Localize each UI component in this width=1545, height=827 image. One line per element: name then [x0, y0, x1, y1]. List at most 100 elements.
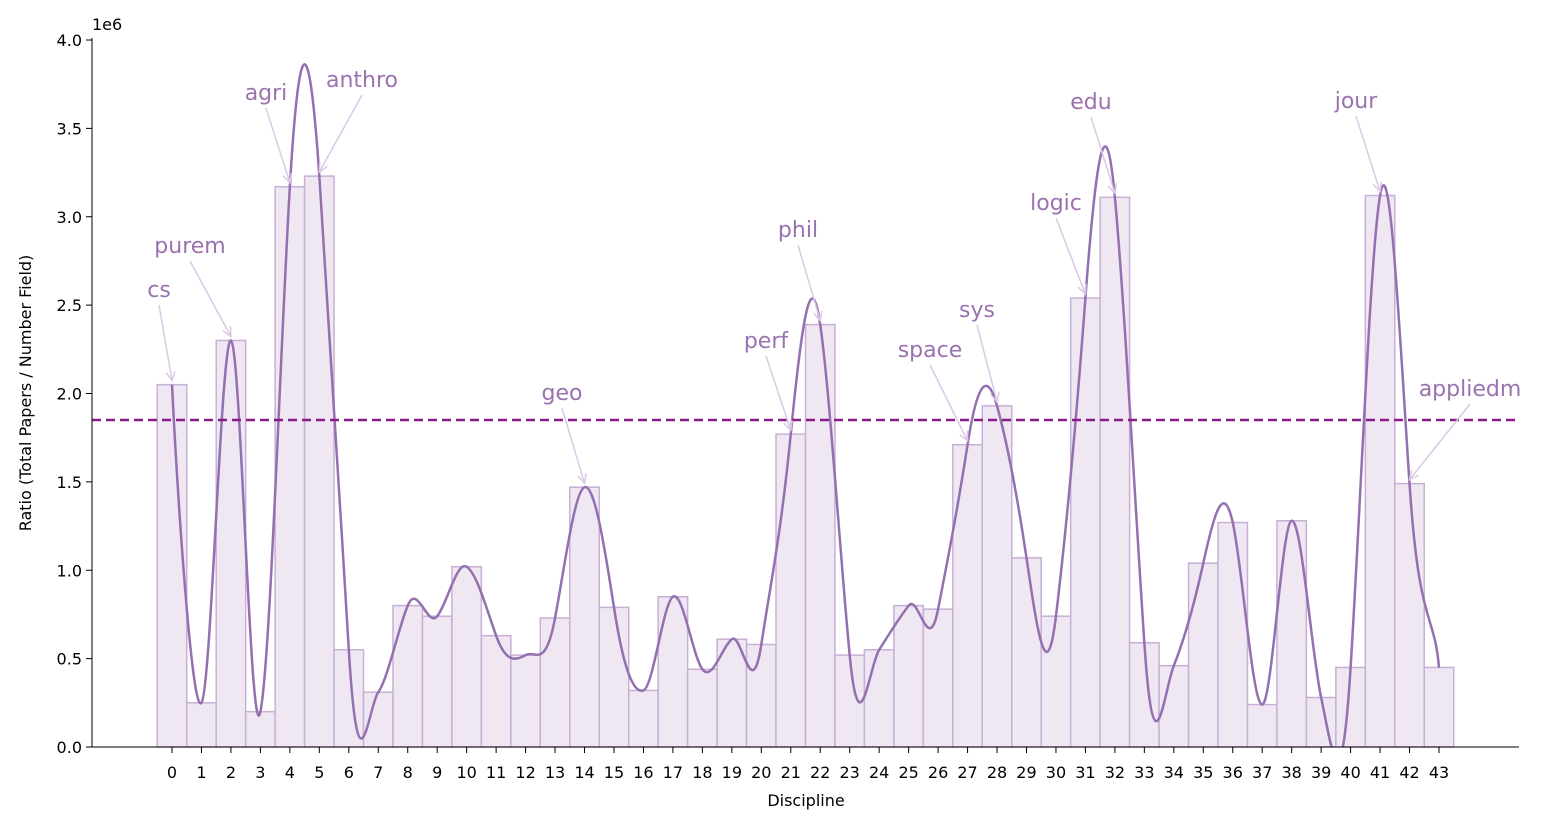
- annotation-arrowhead: [1408, 469, 1419, 481]
- x-tick-label: 30: [1046, 763, 1066, 782]
- annotation-arrow: [765, 355, 792, 431]
- annotation: logic: [1030, 191, 1082, 216]
- x-tick-label: 17: [663, 763, 683, 782]
- annotation-arrowhead: [783, 420, 793, 432]
- annotation-arrowhead: [1107, 183, 1118, 195]
- x-tick-label: 36: [1223, 763, 1243, 782]
- y-tick-label: 4.0: [57, 31, 82, 50]
- y-tick-label: 0.5: [57, 650, 82, 669]
- x-tick-label: 20: [751, 763, 771, 782]
- y-tick-label: 1.0: [57, 561, 82, 580]
- x-axis-label: Discipline: [767, 791, 844, 810]
- annotation-arrow: [561, 407, 586, 484]
- y-tick-label: 1.5: [57, 473, 82, 492]
- annotation-arrow: [1055, 217, 1087, 295]
- bar: [863, 649, 895, 748]
- annotation: edu: [1070, 90, 1111, 115]
- bar: [1099, 196, 1131, 748]
- annotation: appliedm: [1419, 377, 1522, 402]
- y-axis-label: Ratio (Total Papers / Number Field): [16, 255, 35, 532]
- x-tick-label: 40: [1340, 763, 1360, 782]
- bar: [804, 323, 836, 748]
- annotation: sys: [959, 298, 995, 323]
- bar: [244, 710, 276, 748]
- bar: [922, 608, 954, 748]
- y-tick-label: 0.0: [57, 738, 82, 757]
- x-tick-label: 38: [1281, 763, 1301, 782]
- bar: [981, 405, 1013, 748]
- bar: [745, 643, 777, 748]
- annotation-arrowhead: [959, 430, 969, 443]
- y-tick-label: 2.0: [57, 385, 82, 404]
- bar: [569, 486, 600, 748]
- bar: [1040, 615, 1072, 748]
- x-tick-label: 5: [314, 763, 324, 782]
- x-tick-label: 8: [403, 763, 413, 782]
- bar: [627, 689, 659, 748]
- bar: [392, 604, 424, 748]
- x-tick-label: 31: [1075, 763, 1095, 782]
- annotation-arrowhead: [165, 370, 176, 383]
- annotation: space: [898, 338, 963, 363]
- bar: [510, 654, 542, 748]
- bar: [480, 634, 512, 748]
- bar: [1011, 557, 1042, 748]
- x-tick-label: 23: [840, 763, 860, 782]
- x-tick-label: 35: [1193, 763, 1213, 782]
- x-tick-label: 27: [957, 763, 977, 782]
- x-tick-label: 33: [1134, 763, 1154, 782]
- x-tick-label: 32: [1105, 763, 1125, 782]
- annotation-arrow: [189, 260, 232, 337]
- bar: [1305, 696, 1337, 748]
- x-tick-label: 42: [1399, 763, 1419, 782]
- annotation: agri: [245, 81, 288, 106]
- x-tick-label: 28: [987, 763, 1007, 782]
- annotation: geo: [542, 381, 583, 406]
- bar: [1128, 641, 1160, 748]
- bar: [274, 185, 306, 748]
- y-tick-label: 3.5: [57, 119, 82, 138]
- bar: [1423, 666, 1455, 748]
- annotation-arrowhead: [318, 162, 328, 174]
- x-tick-label: 25: [898, 763, 918, 782]
- bar: [215, 339, 247, 748]
- bar: [1069, 297, 1101, 748]
- bar: [451, 565, 483, 748]
- annotation: purem: [154, 234, 225, 259]
- bar: [303, 175, 335, 748]
- x-tick-label: 19: [722, 763, 742, 782]
- annotation-arrow: [929, 364, 969, 442]
- axis-offset-label: 1e6: [92, 15, 122, 34]
- x-tick-label: 37: [1252, 763, 1272, 782]
- annotation: phil: [778, 218, 818, 243]
- annotation-arrow: [1355, 115, 1381, 192]
- x-tick-label: 16: [633, 763, 653, 782]
- x-tick-label: 43: [1429, 763, 1449, 782]
- x-tick-label: 4: [285, 763, 295, 782]
- bar: [834, 654, 866, 748]
- bar: [1217, 521, 1249, 748]
- x-tick-label: 6: [344, 763, 354, 782]
- x-tick-label: 1: [196, 763, 206, 782]
- bar: [185, 702, 217, 748]
- annotation: anthro: [326, 68, 398, 93]
- bar: [598, 606, 630, 748]
- annotation-arrow: [1408, 403, 1471, 481]
- x-tick-label: 22: [810, 763, 830, 782]
- x-tick-label: 24: [869, 763, 889, 782]
- annotation: cs: [147, 278, 171, 303]
- x-tick-label: 13: [545, 763, 565, 782]
- annotation-arrow: [265, 107, 291, 183]
- x-tick-label: 41: [1370, 763, 1390, 782]
- annotation-arrow: [797, 244, 821, 321]
- bar: [362, 691, 394, 748]
- annotation-arrowhead: [1077, 284, 1087, 296]
- x-tick-label: 0: [167, 763, 177, 782]
- bar: [421, 615, 453, 748]
- annotation-arrowhead: [812, 310, 823, 323]
- x-tick-label: 14: [574, 763, 594, 782]
- x-tick-label: 21: [781, 763, 801, 782]
- bar: [893, 604, 925, 748]
- x-tick-label: 10: [456, 763, 476, 782]
